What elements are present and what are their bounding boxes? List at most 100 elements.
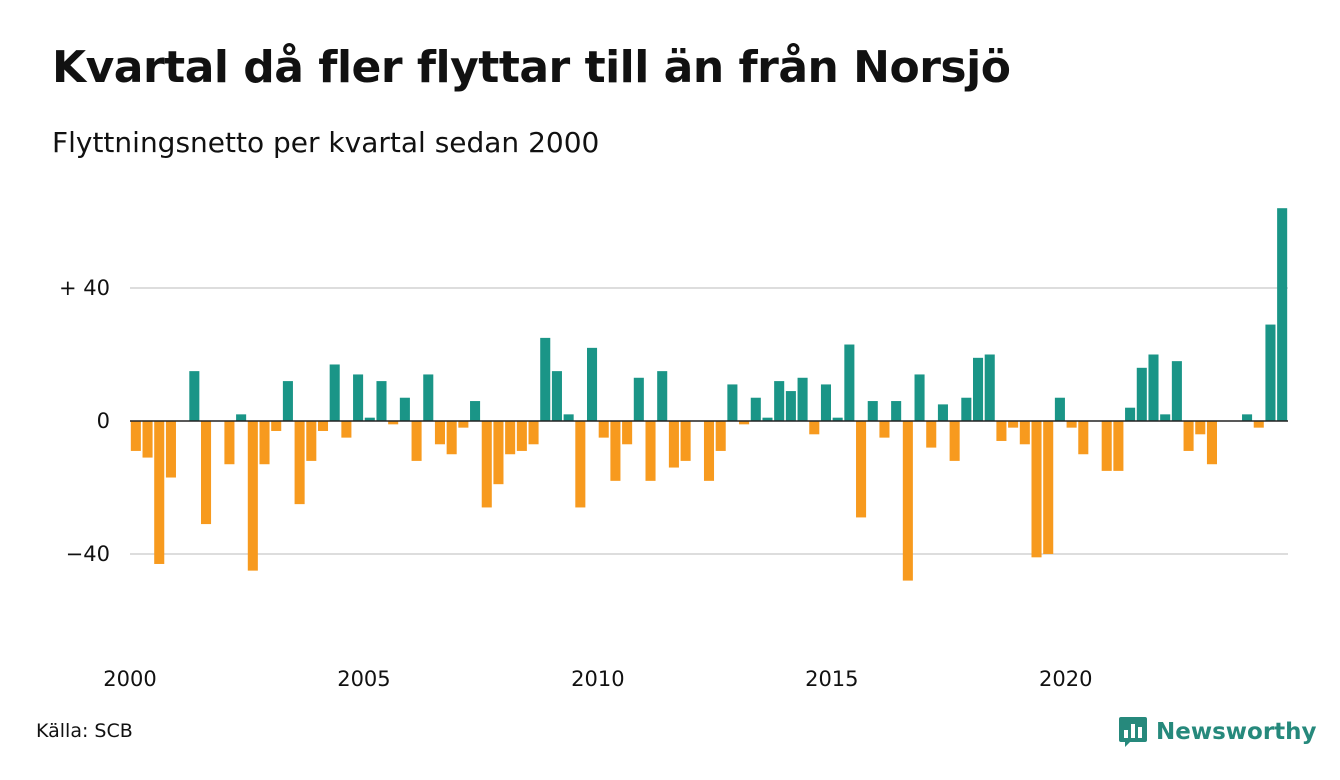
bar bbox=[165, 421, 176, 478]
bar bbox=[703, 421, 715, 481]
bar bbox=[1148, 354, 1159, 421]
bar bbox=[610, 421, 621, 481]
source-note: Källa: SCB bbox=[36, 720, 133, 742]
bar bbox=[1125, 407, 1136, 421]
bar bbox=[973, 357, 984, 421]
bar bbox=[224, 421, 235, 465]
bar bbox=[411, 421, 422, 461]
bar bbox=[1277, 208, 1288, 421]
bar bbox=[1043, 421, 1054, 554]
bar bbox=[587, 347, 598, 421]
bar bbox=[294, 421, 305, 505]
bar bbox=[329, 364, 340, 422]
bar bbox=[844, 344, 855, 421]
bar bbox=[1031, 421, 1042, 558]
bar bbox=[446, 421, 457, 455]
bar bbox=[1019, 421, 1030, 445]
bar bbox=[1206, 421, 1217, 465]
bar bbox=[341, 421, 352, 438]
chart-title: Kvartal då fler flyttar till än från Nor… bbox=[52, 42, 1011, 93]
chart-subtitle: Flyttningsnetto per kvartal sedan 2000 bbox=[52, 126, 600, 159]
bar bbox=[493, 421, 504, 485]
bar bbox=[1195, 421, 1206, 435]
bar bbox=[376, 381, 387, 421]
bar bbox=[470, 401, 481, 421]
bar bbox=[317, 421, 329, 431]
bar-chart: + 40 0 −40 2000 2005 2010 2015 2020 bbox=[59, 208, 1288, 691]
brand-logo: Newsworthy bbox=[1118, 714, 1317, 750]
bar bbox=[902, 421, 913, 581]
bar bbox=[259, 421, 270, 465]
bar bbox=[1008, 421, 1019, 428]
bar bbox=[1265, 324, 1276, 421]
bar bbox=[1183, 421, 1194, 451]
bar bbox=[563, 414, 574, 421]
bar bbox=[434, 421, 445, 445]
bar bbox=[961, 397, 972, 422]
bar bbox=[1242, 414, 1253, 421]
bar bbox=[926, 421, 937, 448]
bar bbox=[1113, 421, 1124, 471]
bar bbox=[680, 421, 691, 461]
bar bbox=[820, 384, 831, 422]
bar bbox=[154, 421, 165, 564]
bar bbox=[516, 421, 527, 451]
bar bbox=[832, 417, 843, 422]
bar bbox=[306, 421, 317, 461]
bar bbox=[762, 417, 773, 422]
bar bbox=[481, 421, 492, 508]
bar bbox=[1101, 421, 1112, 471]
bar bbox=[996, 421, 1007, 441]
bar bbox=[271, 421, 282, 431]
bar bbox=[879, 421, 890, 438]
bar bbox=[201, 421, 212, 525]
bar bbox=[1078, 421, 1089, 455]
bar bbox=[1171, 361, 1182, 421]
bar-chart-logo-icon bbox=[1119, 717, 1147, 747]
bar bbox=[937, 404, 948, 422]
bar bbox=[353, 374, 364, 421]
bar bbox=[130, 421, 141, 451]
bar bbox=[856, 421, 867, 518]
y-tick-label: + 40 bbox=[59, 276, 110, 300]
bar bbox=[399, 397, 410, 422]
x-tick-label: 2000 bbox=[103, 667, 156, 691]
bar bbox=[505, 421, 516, 455]
bar bbox=[645, 421, 656, 481]
x-tick-label: 2015 bbox=[805, 667, 858, 691]
bar bbox=[458, 421, 469, 428]
bar bbox=[809, 421, 820, 435]
bar bbox=[282, 381, 293, 421]
x-tick-label: 2005 bbox=[337, 667, 390, 691]
y-tick-label: 0 bbox=[97, 409, 110, 433]
bar bbox=[423, 374, 434, 421]
bar bbox=[1253, 421, 1264, 428]
bar bbox=[949, 421, 960, 461]
bar bbox=[388, 421, 399, 425]
bar bbox=[551, 371, 562, 422]
bar bbox=[739, 421, 750, 425]
x-tick-label: 2010 bbox=[571, 667, 624, 691]
bar bbox=[657, 371, 668, 422]
bar bbox=[633, 377, 644, 421]
bar bbox=[715, 421, 726, 451]
bar bbox=[528, 421, 539, 445]
bar bbox=[142, 421, 153, 458]
brand-name: Newsworthy bbox=[1156, 719, 1317, 745]
bar bbox=[1136, 367, 1147, 421]
bar bbox=[598, 421, 609, 438]
bar bbox=[1160, 414, 1171, 421]
bar bbox=[236, 414, 247, 421]
bar bbox=[540, 337, 551, 422]
bar bbox=[575, 421, 586, 508]
bar bbox=[914, 374, 925, 421]
bar bbox=[750, 397, 761, 422]
bar bbox=[727, 384, 738, 422]
bar bbox=[189, 371, 200, 422]
bar bbox=[797, 377, 808, 421]
bar bbox=[668, 421, 679, 468]
bar bbox=[984, 354, 995, 421]
y-tick-label: −40 bbox=[66, 542, 110, 566]
bar bbox=[1066, 421, 1077, 428]
bar bbox=[622, 421, 633, 445]
